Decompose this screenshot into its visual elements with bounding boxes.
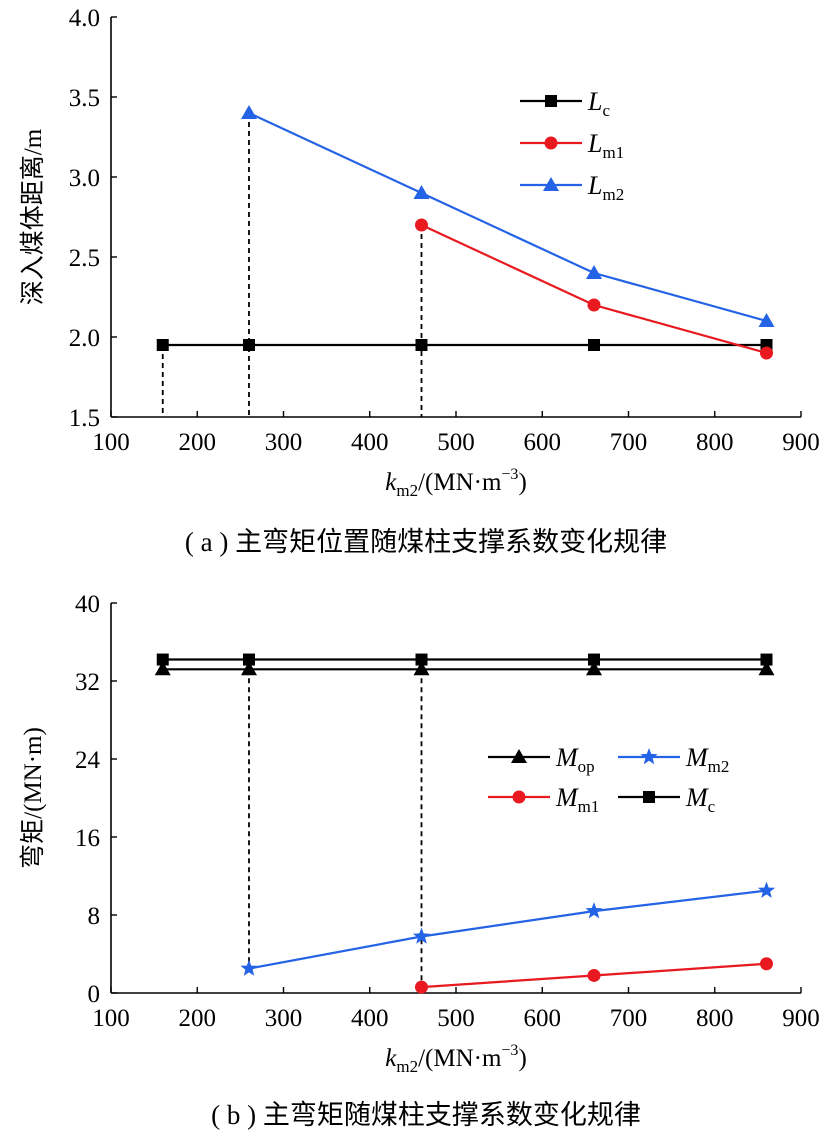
y-tick-label: 4.0: [69, 5, 100, 32]
data-point-Mm1: [587, 968, 601, 982]
data-point-Mop: [413, 661, 430, 676]
y-axis-label: 深入煤体距离/m: [19, 128, 47, 305]
legend-label-Lm2: Lm2: [587, 171, 624, 204]
data-point-Mm2: [412, 927, 431, 944]
x-tick-label: 700: [610, 429, 648, 456]
data-point-Lc: [588, 339, 600, 351]
data-point-Mm1: [760, 957, 773, 971]
data-point-Lc: [243, 339, 255, 351]
series-line-Mm2: [248, 889, 767, 970]
legend-marker-Lm1: [544, 136, 558, 150]
x-tick-label: 300: [265, 429, 303, 456]
x-tick-label: 600: [524, 1005, 562, 1032]
data-point-Mc: [588, 653, 600, 666]
series-line-Lm1: [421, 224, 767, 355]
x-tick-label: 900: [782, 429, 820, 456]
data-point-Lm1: [415, 218, 428, 232]
data-point-Lm2: [241, 105, 257, 119]
legend-marker-Mc: [643, 791, 655, 803]
data-point-Mc: [243, 653, 255, 666]
y-tick-label: 2.0: [69, 325, 100, 352]
x-tick-label: 200: [179, 429, 217, 456]
x-tick-label: 400: [351, 429, 389, 456]
chart-b: 100 200 300 400 500 600 700 800 900 0 8 16 24 32 40 弯矩/…: [19, 591, 820, 1130]
data-point-Mc: [415, 653, 428, 666]
data-point-Mop: [758, 661, 775, 676]
legend-label-Mm2: Mm2: [685, 743, 729, 776]
y-tick-label: 3.5: [69, 85, 100, 112]
x-tick-label: 800: [696, 1005, 734, 1032]
data-point-Mm2: [240, 959, 258, 976]
data-point-Lm2: [413, 185, 430, 199]
x-axis-label: km2/(MN·m−3): [385, 1042, 527, 1076]
x-axis-label: km2/(MN·m−3): [385, 466, 527, 500]
y-tick-label: 40: [75, 591, 100, 618]
data-point-Lm1: [760, 346, 773, 360]
data-point-Lm2: [586, 265, 602, 279]
data-point-Mm2: [757, 881, 776, 898]
legend-label-Mc: Mc: [685, 783, 716, 816]
x-tick-label: 100: [92, 429, 130, 456]
y-tick-label: 8: [88, 903, 101, 930]
y-tick-label: 2.5: [69, 245, 100, 272]
x-tick-label: 500: [437, 429, 475, 456]
y-tick-label: 16: [75, 825, 100, 852]
legend-label-Lm1: Lm1: [587, 129, 624, 162]
y-tick-label: 24: [75, 747, 101, 774]
y-tick-label: 32: [75, 669, 100, 696]
legend-marker-Mm2: [640, 748, 658, 765]
series-line-Lm2: [248, 112, 767, 323]
y-tick-label: 1.5: [69, 405, 100, 432]
data-point-Mop: [154, 661, 171, 676]
x-tick-label: 100: [92, 1005, 130, 1032]
legend-label-Mop: Mop: [555, 743, 595, 776]
x-tick-label: 900: [782, 1005, 820, 1032]
data-point-Mop: [586, 661, 602, 676]
legend-marker-Mop: [511, 749, 527, 763]
data-point-Lc: [156, 339, 169, 351]
data-point-Mm1: [415, 980, 428, 994]
data-point-Mop: [241, 661, 257, 676]
y-tick-label: 3.0: [69, 165, 100, 192]
data-point-Mc: [760, 653, 773, 666]
legend-marker-Lm2: [543, 177, 559, 191]
x-tick-label: 200: [179, 1005, 217, 1032]
data-point-Mc: [156, 653, 169, 666]
legend-label-Mm1: Mm1: [555, 783, 599, 816]
x-tick-label: 600: [524, 429, 562, 456]
figure-caption: ( b ) 主弯矩随煤柱支撑系数变化规律: [211, 1100, 641, 1130]
x-tick-label: 400: [351, 1005, 389, 1032]
data-point-Mm2: [585, 902, 603, 919]
data-point-Lc: [415, 339, 428, 351]
y-axis-label: 弯矩/(MN·m): [19, 727, 47, 869]
data-point-Lm2: [758, 313, 775, 327]
legend-marker-Lc: [545, 95, 557, 107]
x-tick-label: 800: [696, 429, 734, 456]
x-tick-label: 500: [437, 1005, 475, 1032]
legend-label-Lc: Lc: [587, 87, 610, 120]
x-tick-label: 300: [265, 1005, 303, 1032]
x-tick-label: 700: [610, 1005, 648, 1032]
y-tick-label: 0: [88, 981, 101, 1008]
figure-caption: ( a ) 主弯矩位置随煤柱支撑系数变化规律: [185, 527, 667, 557]
data-point-Lm1: [587, 298, 601, 312]
chart-a: 100 200 300 400 500 600 700 800 900 1.5 2.0 2.5 3.0 3…: [19, 5, 820, 557]
legend-marker-Mm1: [512, 790, 526, 804]
